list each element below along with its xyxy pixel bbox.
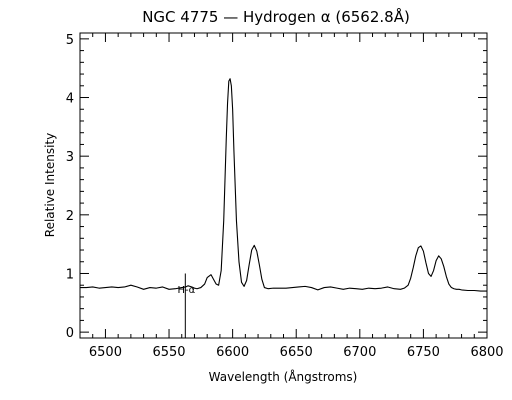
chart-title: NGC 4775 — Hydrogen α (6562.8Å) <box>142 7 410 26</box>
y-tick-label: 0 <box>66 326 74 341</box>
x-tick-label: 6500 <box>89 345 122 360</box>
y-tick-label: 2 <box>66 209 74 224</box>
h-alpha-marker-label: H-α <box>177 285 195 296</box>
x-tick-label: 6650 <box>280 345 313 360</box>
x-axis-label: Wavelength (Ångstroms) <box>209 369 358 384</box>
y-tick-label: 3 <box>66 150 74 165</box>
spectrum-line <box>80 78 487 292</box>
y-tick-label: 4 <box>66 92 74 107</box>
x-tick-label: 6550 <box>152 345 185 360</box>
plot-frame <box>79 32 488 339</box>
x-tick-label: 6800 <box>470 345 503 360</box>
series-group <box>80 78 487 292</box>
annotations-group: H-α <box>177 273 196 338</box>
x-axis: 6500 6550 6600 6650 6700 6750 6800 <box>79 33 504 360</box>
x-tick-label: 6600 <box>216 345 249 360</box>
y-tick-label: 5 <box>66 33 74 48</box>
y-tick-label: 1 <box>66 267 74 282</box>
y-axis: 0 1 2 3 4 5 <box>66 33 487 341</box>
y-axis-label: Relative Intensity <box>43 133 57 237</box>
x-tick-label: 6700 <box>343 345 376 360</box>
x-tick-label: 6750 <box>407 345 440 360</box>
